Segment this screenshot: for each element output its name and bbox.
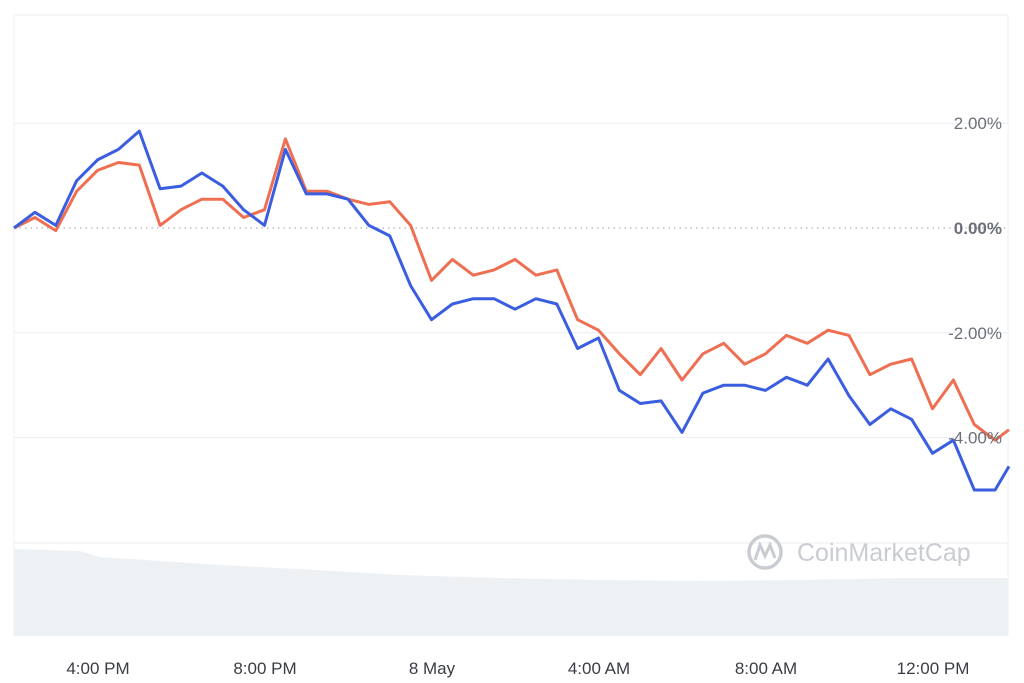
- x-tick-label: 12:00 PM: [897, 659, 970, 678]
- x-tick-label: 4:00 AM: [568, 659, 630, 678]
- y-tick-label: -4.00%: [948, 429, 1002, 448]
- volume-area: [14, 549, 1008, 636]
- x-tick-label: 8 May: [409, 659, 456, 678]
- series-lines: [13, 129, 1011, 492]
- watermark-text: CoinMarketCap: [797, 539, 971, 567]
- series-line-orange: [13, 137, 1010, 442]
- y-tick-label: 2.00%: [954, 114, 1002, 133]
- y-axis-labels: 2.00% 0.00% -2.00% -4.00%: [948, 114, 1002, 447]
- x-axis-labels: 4:00 PM 8:00 PM 8 May 4:00 AM 8:00 AM 12:00 P…: [66, 659, 969, 678]
- y-tick-label: 0.00%: [954, 219, 1002, 238]
- x-tick-label: 4:00 PM: [66, 659, 129, 678]
- grid-lines: [14, 122, 1008, 439]
- x-tick-label: 8:00 PM: [233, 659, 296, 678]
- series-line-blue: [13, 129, 1011, 492]
- y-tick-label: -2.00%: [948, 324, 1002, 343]
- x-tick-label: 8:00 AM: [735, 659, 797, 678]
- watermark-logo: CoinMarketCap: [747, 534, 971, 570]
